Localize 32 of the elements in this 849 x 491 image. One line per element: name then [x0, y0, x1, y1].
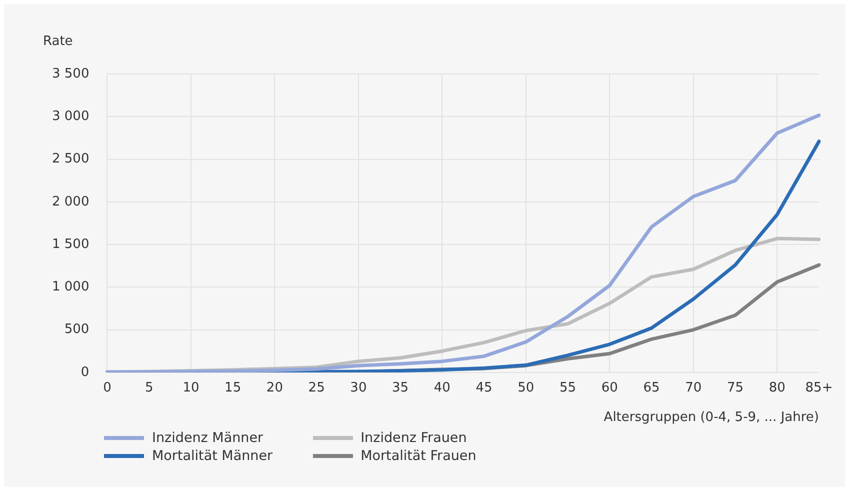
x-axis-title: Altersgruppen (0-4, 5-9, ... Jahre) — [604, 410, 819, 425]
y-tick-label: 2 500 — [52, 152, 90, 167]
x-tick-label: 10 — [182, 380, 200, 396]
x-tick-label: 45 — [476, 380, 492, 396]
x-tick-label: 25 — [308, 380, 325, 396]
x-tick-label: 40 — [434, 380, 450, 396]
legend-label: Inzidenz Männer — [152, 430, 264, 446]
x-tick-label: 20 — [266, 380, 283, 396]
y-tick-label: 3 500 — [52, 66, 90, 82]
x-tick-label: 75 — [726, 380, 744, 396]
y-tick-label: 1 000 — [52, 280, 90, 295]
y-tick-label: 2 000 — [52, 194, 90, 210]
x-tick-label: 65 — [643, 380, 660, 396]
x-tick-label: 70 — [685, 380, 702, 396]
legend-label: Mortalität Frauen — [360, 448, 476, 464]
x-tick-label: 60 — [601, 380, 618, 396]
x-tick-label: 5 — [144, 380, 154, 396]
legend-label: Inzidenz Frauen — [360, 430, 467, 446]
y-tick-label: 0 — [80, 364, 90, 380]
y-tick-label: 1 500 — [52, 236, 90, 252]
y-axis-title: Rate — [43, 34, 73, 49]
x-tick-label: 85+ — [805, 380, 833, 396]
legend-label: Mortalität Männer — [152, 448, 273, 464]
x-tick-label: 80 — [768, 380, 786, 396]
y-tick-label: 500 — [64, 322, 90, 338]
x-tick-label: 0 — [103, 380, 112, 396]
x-tick-label: 15 — [224, 380, 242, 396]
x-tick-label: 55 — [560, 380, 576, 396]
x-tick-label: 35 — [392, 380, 409, 396]
y-tick-label: 3 000 — [52, 109, 90, 124]
x-tick-label: 50 — [518, 380, 534, 396]
x-tick-label: 30 — [350, 380, 367, 396]
